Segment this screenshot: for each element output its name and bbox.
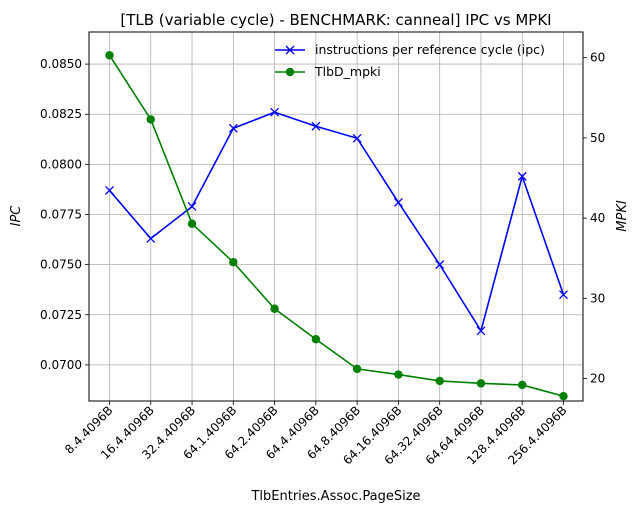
- y-tick-label-left: 0.0850: [40, 57, 82, 71]
- legend-label-2: TlbD_mpki: [314, 64, 381, 79]
- y-tick-label-right: 60: [590, 51, 605, 65]
- y-tick-label-left: 0.0825: [40, 107, 82, 121]
- data-point-2: [146, 115, 155, 124]
- legend-label-1: instructions per reference cycle (ipc): [315, 42, 545, 57]
- y-tick-label-left: 0.0775: [40, 207, 82, 221]
- chart-title: [TLB (variable cycle) - BENCHMARK: canne…: [120, 11, 551, 29]
- marker-x-stroke: [435, 260, 445, 270]
- y-tick-label-right: 40: [590, 211, 605, 225]
- plot-border: [88, 31, 584, 402]
- series-line-1: [108, 111, 565, 333]
- marker-x-stroke: [228, 123, 238, 133]
- data-point-1: [228, 123, 238, 133]
- marker-x-stroke: [476, 326, 486, 336]
- data-point-2: [435, 376, 444, 386]
- y-tick-label-right: 20: [590, 372, 605, 386]
- data-point-2: [105, 51, 114, 60]
- legend-marker-1: [285, 45, 295, 55]
- series-line-2: [108, 54, 564, 397]
- marker-x-stroke: [270, 107, 280, 117]
- legend: instructions per reference cycle (ipc) Tl…: [275, 42, 545, 79]
- y-tick-label-left: 0.0725: [40, 308, 82, 322]
- data-point-2: [352, 364, 362, 374]
- data-point-2: [476, 379, 486, 388]
- marker-x-stroke: [146, 234, 156, 244]
- marker-x-stroke: [105, 185, 114, 195]
- data-point-1: [311, 121, 321, 131]
- data-point-1: [435, 260, 445, 270]
- data-point-1: [559, 290, 568, 300]
- data-point-2: [394, 370, 403, 379]
- data-point-1: [393, 198, 403, 207]
- y-tick-label-left: 0.0700: [40, 358, 82, 372]
- marker-x-stroke: [285, 45, 295, 55]
- data-point-1: [476, 326, 486, 336]
- y-axis-label-left: IPC: [9, 205, 24, 227]
- data-point-2: [559, 391, 568, 401]
- data-point-2: [518, 380, 527, 390]
- plot-area: [89, 32, 583, 401]
- data-point-1: [187, 202, 197, 211]
- marker-x-stroke: [393, 198, 403, 207]
- data-point-2: [311, 335, 321, 344]
- y-tick-label-left: 0.0800: [40, 157, 82, 171]
- data-point-2: [187, 219, 197, 228]
- marker-x-stroke: [187, 202, 197, 211]
- grid-lines: [89, 32, 583, 401]
- y-tick-label-left: 0.0750: [40, 258, 82, 272]
- y-axis-label-right: MPKI: [615, 200, 630, 232]
- marker-x-stroke: [311, 121, 321, 131]
- y-tick-label-right: 50: [590, 131, 605, 145]
- data-point-1: [352, 133, 362, 143]
- series-layer: [105, 51, 568, 401]
- data-point-1: [105, 185, 114, 195]
- marker-x-stroke: [352, 133, 362, 143]
- data-point-1: [270, 107, 280, 117]
- marker-x-stroke: [517, 171, 527, 181]
- data-point-2: [229, 258, 238, 267]
- x-axis-label: TlbEntries.Assoc.PageSize: [250, 489, 420, 504]
- legend-marker-2: [285, 67, 295, 77]
- data-point-2: [270, 304, 279, 313]
- y-tick-label-right: 30: [590, 291, 605, 305]
- data-point-1: [146, 234, 156, 244]
- marker-x-stroke: [559, 290, 568, 300]
- data-point-1: [517, 171, 527, 181]
